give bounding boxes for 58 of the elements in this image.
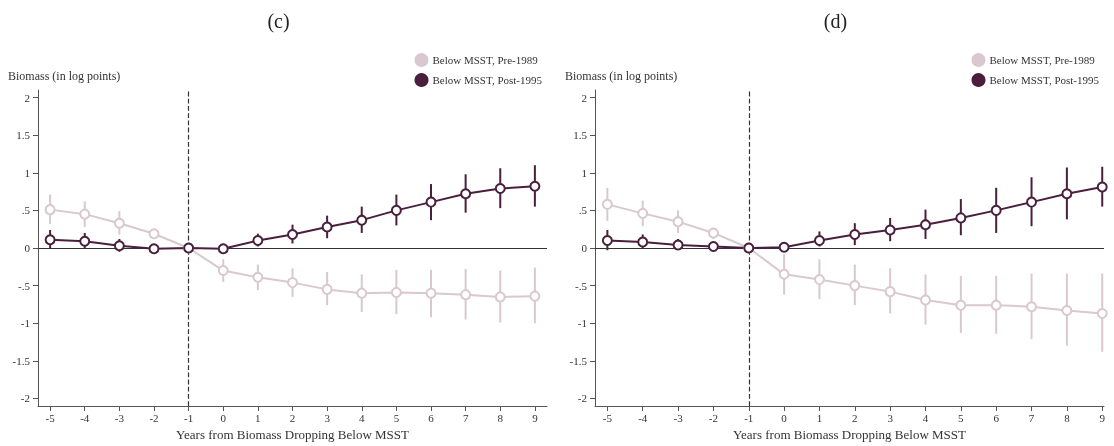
y-tick-label: 2 bbox=[581, 91, 587, 104]
y-tick-label: -2 bbox=[577, 392, 587, 405]
x-tick-label: 9 bbox=[1099, 411, 1106, 424]
y-tick-label: 1 bbox=[24, 166, 30, 179]
y-tick-label: 2 bbox=[24, 91, 30, 104]
x-tick-label: -4 bbox=[638, 411, 648, 424]
x-tick-label: 0 bbox=[220, 411, 227, 424]
x-tick-label: 3 bbox=[887, 411, 894, 424]
x-axis-title: Years from Biomass Dropping Below MSST bbox=[175, 427, 410, 442]
x-tick-label: -1 bbox=[744, 411, 754, 424]
y-tick-label: -1 bbox=[577, 317, 587, 330]
x-tick-label: -4 bbox=[80, 411, 90, 424]
x-tick-label: 1 bbox=[816, 411, 823, 424]
x-tick-label: 3 bbox=[324, 411, 331, 424]
x-tick-label: -3 bbox=[114, 411, 125, 424]
y-tick-label: -.5 bbox=[18, 279, 31, 292]
x-tick-label: 6 bbox=[428, 411, 435, 424]
legend-label: Below MSST, Pre-1989 bbox=[432, 54, 539, 66]
x-tick-label: -5 bbox=[602, 411, 613, 424]
x-tick-label: 7 bbox=[1028, 411, 1035, 424]
x-tick-label: 9 bbox=[532, 411, 539, 424]
y-tick-label: .5 bbox=[578, 204, 588, 217]
y-tick-label: -1.5 bbox=[12, 354, 31, 367]
x-tick-label: 2 bbox=[289, 411, 296, 424]
x-tick-label: 4 bbox=[359, 411, 365, 424]
legend-label: Below MSST, Post-1995 bbox=[432, 74, 543, 86]
x-tick-label: 7 bbox=[462, 411, 469, 424]
x-tick-label: 8 bbox=[497, 411, 504, 424]
chart-title: (c) bbox=[267, 10, 290, 33]
x-tick-label: -2 bbox=[708, 411, 718, 424]
x-tick-label: 2 bbox=[852, 411, 858, 424]
x-tick-label: 5 bbox=[393, 411, 400, 424]
y-tick-label: .5 bbox=[21, 204, 31, 217]
chart-title: (d) bbox=[823, 10, 848, 33]
x-tick-label: -3 bbox=[673, 411, 684, 424]
y-tick-label: -1 bbox=[20, 317, 30, 330]
x-tick-label: -2 bbox=[149, 411, 159, 424]
y-axis-title: Biomass (in log points) bbox=[8, 69, 121, 83]
y-tick-label: 0 bbox=[581, 242, 588, 254]
y-tick-label: -.5 bbox=[575, 279, 588, 292]
legend-label: Below MSST, Post-1995 bbox=[989, 74, 1100, 86]
y-tick-label: -1.5 bbox=[569, 354, 588, 367]
y-axis-title: Biomass (in log points) bbox=[565, 69, 678, 83]
x-tick-label: 8 bbox=[1064, 411, 1071, 424]
y-tick-label: 1.5 bbox=[573, 129, 588, 142]
y-tick-label: 1 bbox=[581, 166, 587, 179]
y-tick-label: -2 bbox=[20, 392, 30, 405]
x-tick-label: 1 bbox=[255, 411, 261, 424]
x-tick-label: 0 bbox=[781, 411, 788, 424]
y-tick-label: 1.5 bbox=[16, 129, 31, 142]
x-tick-label: 5 bbox=[958, 411, 965, 424]
x-tick-label: 4 bbox=[922, 411, 929, 424]
x-tick-label: -1 bbox=[184, 411, 194, 424]
y-tick-label: 0 bbox=[24, 242, 31, 254]
x-tick-label: 6 bbox=[993, 411, 1000, 424]
x-axis-title: Years from Biomass Dropping Below MSST bbox=[732, 427, 967, 442]
x-tick-label: -5 bbox=[45, 411, 56, 424]
legend-label: Below MSST, Pre-1989 bbox=[989, 54, 1096, 66]
